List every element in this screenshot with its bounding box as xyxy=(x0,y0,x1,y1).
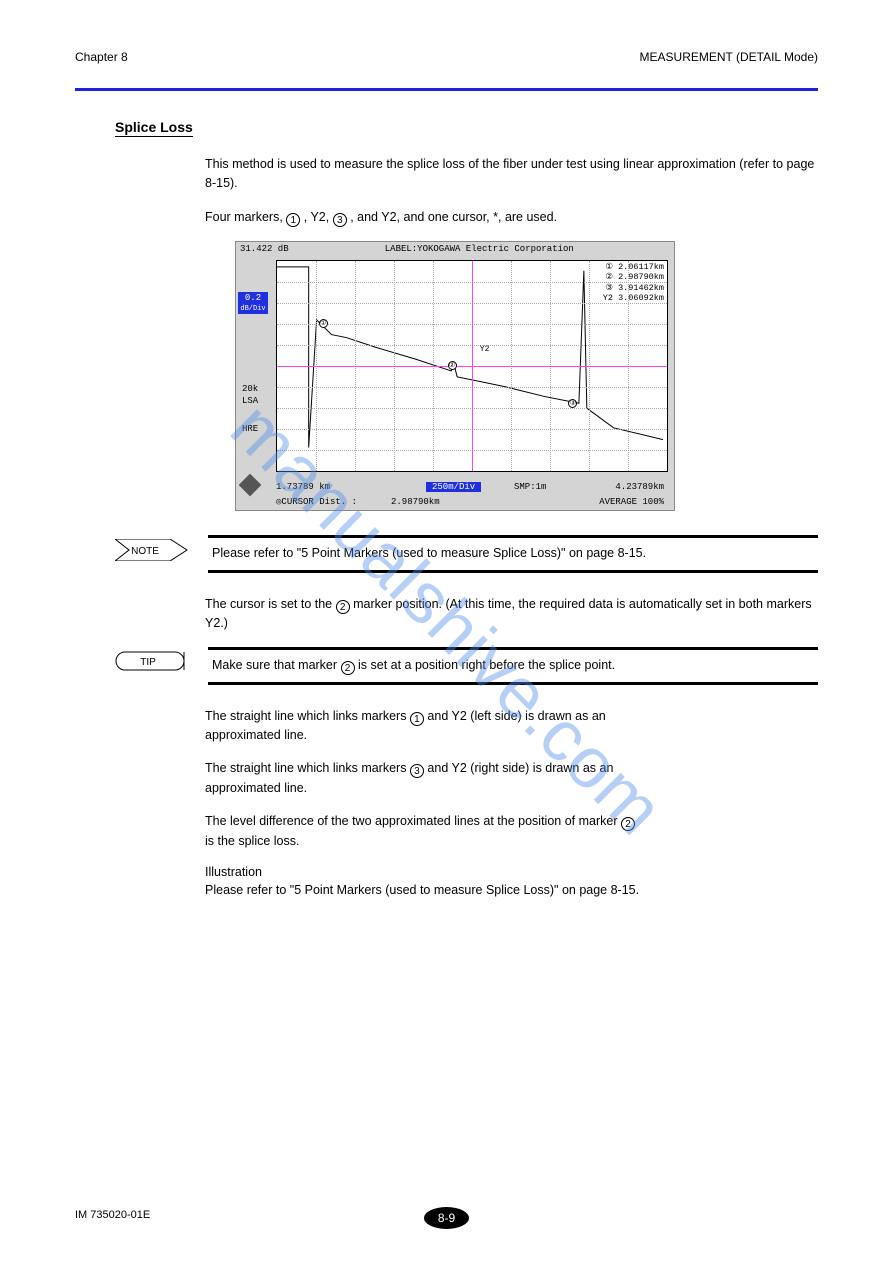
text-fragment: and Y2 (right side) is drawn as an xyxy=(427,761,613,775)
text-fragment: approximated line. xyxy=(205,781,307,795)
shot-scale-badge: 0.2 dB/Div xyxy=(238,292,268,314)
text-fragment: and Y2 (left side) is drawn as an xyxy=(427,709,605,723)
loss-paragraph: The level difference of the two approxim… xyxy=(205,812,818,851)
line2-paragraph: The straight line which links markers 3 … xyxy=(205,759,818,798)
shot-average: AVERAGE 100% xyxy=(599,497,664,507)
otdr-screenshot: 31.422 dB LABEL:YOKOGAWA Electric Corpor… xyxy=(235,241,675,511)
shot-x-left: 1.73789 km xyxy=(276,482,330,492)
text-fragment: , Y2, xyxy=(304,210,333,224)
shot-corner-readout: ① 2.06117km② 2.98790km③ 3.91462kmY2 3.06… xyxy=(603,262,664,303)
tip-pill-icon: TIP xyxy=(115,651,190,671)
marker-3-icon: 3 xyxy=(333,213,347,227)
text-fragment: The level difference of the two approxim… xyxy=(205,814,621,828)
marker-2-icon: 2 xyxy=(621,817,635,831)
chapter-label-right: MEASUREMENT (DETAIL Mode) xyxy=(640,50,818,64)
shot-cursor-value: 2.98790km xyxy=(391,497,440,507)
text-fragment: Make sure that marker xyxy=(212,658,341,672)
marker-1-icon: 1 xyxy=(286,213,300,227)
shot-smp: SMP:1m xyxy=(514,482,546,492)
badge-top: 0.2 xyxy=(245,293,261,303)
shot-diamond-icon xyxy=(239,474,262,497)
tip-body: Make sure that marker 2 is set at a posi… xyxy=(208,647,818,684)
header-rule xyxy=(75,88,818,91)
note-label: NOTE xyxy=(131,546,159,557)
intro-paragraph-2: Four markers, 1 , Y2, 3 , and Y2, and on… xyxy=(205,208,818,227)
shot-scale: 250m/Div xyxy=(426,482,481,492)
shot-cursor-label: ◎CURSOR Dist. : xyxy=(276,497,357,507)
page-footer: IM 735020-01E 8-9 xyxy=(0,1209,893,1229)
note-block: NOTE Please refer to "5 Point Markers (u… xyxy=(115,535,818,572)
marker-2-icon: 2 xyxy=(336,600,350,614)
text-fragment: Four markers, xyxy=(205,210,286,224)
text-fragment: The straight line which links markers xyxy=(205,761,410,775)
cursor-paragraph: The cursor is set to the 2 marker positi… xyxy=(205,595,818,634)
shot-label-text: LABEL:YOKOGAWA Electric Corporation xyxy=(385,244,574,254)
text-fragment: approximated line. xyxy=(205,728,307,742)
text-fragment: is set at a position right before the sp… xyxy=(358,658,615,672)
page-number-badge: 8-9 xyxy=(424,1207,469,1229)
doc-code: IM 735020-01E xyxy=(75,1209,893,1221)
text-fragment: , and Y2, and one cursor, *, are used. xyxy=(350,210,557,224)
shot-hre: HRE xyxy=(242,424,258,434)
tip-block: TIP Make sure that marker 2 is set at a … xyxy=(115,647,818,684)
shot-x-right: 4.23789km xyxy=(615,482,664,492)
marker-1-icon: 1 xyxy=(410,712,424,726)
line1-paragraph: The straight line which links markers 1 … xyxy=(205,707,818,746)
chapter-label-left: Chapter 8 xyxy=(75,50,128,64)
note-arrow-icon: NOTE xyxy=(115,539,190,561)
illustration-text: Please refer to "5 Point Markers (used t… xyxy=(205,881,818,900)
svg-text:TIP: TIP xyxy=(140,657,156,668)
section-heading: Splice Loss xyxy=(115,119,193,137)
marker-2-icon: 2 xyxy=(341,661,355,675)
marker-3-icon: 3 xyxy=(410,764,424,778)
shot-db-label: 31.422 dB xyxy=(240,244,289,254)
shot-20k: 20k xyxy=(242,384,258,394)
note-body: Please refer to "5 Point Markers (used t… xyxy=(208,535,818,572)
intro-paragraph-1: This method is used to measure the splic… xyxy=(205,155,818,194)
badge-bot: dB/Div xyxy=(240,305,265,313)
text-fragment: The cursor is set to the xyxy=(205,597,336,611)
text-fragment: is the splice loss. xyxy=(205,834,299,848)
shot-lsa: LSA xyxy=(242,396,258,406)
illustration-label: Illustration xyxy=(205,865,818,879)
text-fragment: The straight line which links markers xyxy=(205,709,410,723)
